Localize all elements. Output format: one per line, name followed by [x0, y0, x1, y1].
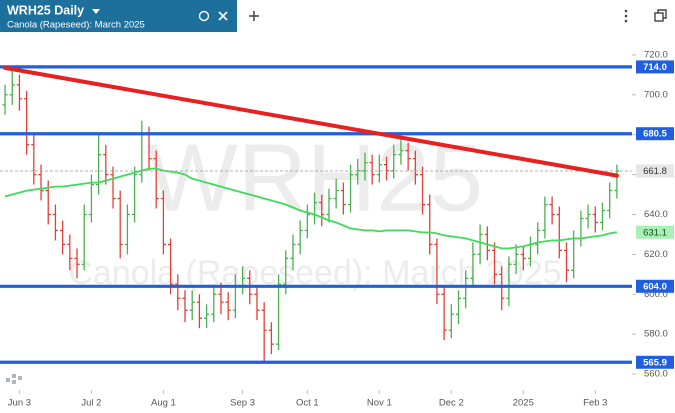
ma-label: 631.1	[643, 227, 667, 238]
plot-area: WRH25 Canola (Rapeseed): March 2025	[0, 65, 632, 364]
window-icon[interactable]	[654, 9, 667, 22]
y-axis: 560.0580.0600.0620.0640.0660.0680.0700.0…	[8, 49, 674, 409]
x-tick-label: Oct 1	[296, 398, 319, 409]
ma-label-box	[636, 225, 674, 239]
x-tick-label: Sep 3	[230, 398, 255, 409]
x-tick-label: Jun 3	[8, 398, 31, 409]
header: WRH25 Daily Canola (Rapeseed): March 202…	[0, 0, 667, 384]
logo-icon	[6, 374, 22, 384]
hide-icon[interactable]	[198, 10, 210, 22]
y-tick-label: 700.0	[644, 89, 668, 100]
symbol-tab[interactable]	[0, 0, 237, 32]
y-tick-label: 620.0	[644, 249, 668, 260]
x-tick-label: Dec 2	[439, 398, 464, 409]
close-icon[interactable]	[218, 11, 228, 21]
moving-average-line	[4, 167, 618, 250]
trendline	[3, 65, 619, 178]
last-price-label: 661.8	[643, 166, 667, 177]
title: WRH25 Daily	[7, 3, 84, 17]
y-tick-label: 600.0	[644, 289, 668, 300]
x-tick-label: Jul 2	[81, 398, 101, 409]
level-label-box	[636, 279, 674, 293]
level-label: 565.9	[643, 357, 667, 368]
x-tick-label: Nov 1	[367, 398, 392, 409]
x-tick-label: Aug 1	[151, 398, 176, 409]
y-tick-label: 640.0	[644, 209, 668, 220]
x-tick-label: Feb 3	[583, 398, 607, 409]
x-tick-label: 2025	[513, 398, 534, 409]
y-tick-label: 560.0	[644, 369, 668, 380]
level-label-box	[636, 355, 674, 369]
last-price-box	[636, 164, 674, 178]
menu-icon[interactable]	[624, 9, 628, 23]
level-label: 604.0	[643, 281, 667, 292]
add-icon[interactable]	[249, 11, 259, 21]
y-tick-label: 580.0	[644, 329, 668, 340]
subtitle: Canola (Rapeseed): March 2025	[7, 20, 145, 31]
level-label: 680.5	[643, 129, 667, 140]
level-label: 714.0	[643, 62, 667, 73]
y-tick-label: 720.0	[644, 49, 668, 60]
level-label-box	[636, 127, 674, 141]
level-label-box	[636, 60, 674, 74]
dropdown-icon[interactable]	[92, 9, 100, 14]
